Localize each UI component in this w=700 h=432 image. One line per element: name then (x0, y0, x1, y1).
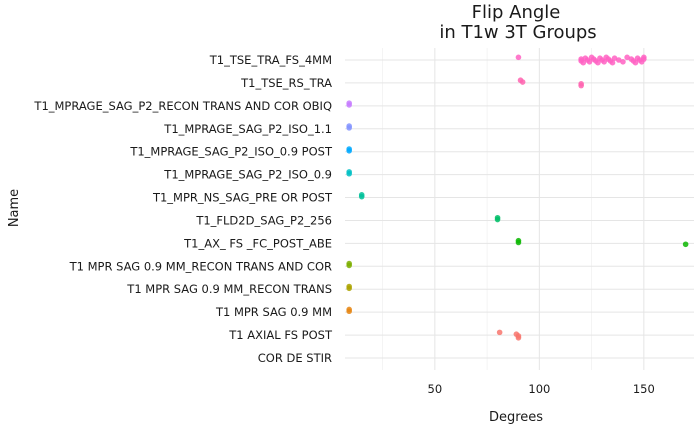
y-tick-label: T1_MPRAGE_SAG_P2_ISO_1.1 (163, 122, 332, 136)
data-point (682, 241, 689, 248)
y-tick-label: T1 AXIAL FS POST (228, 328, 333, 342)
data-point (624, 54, 630, 61)
data-point (609, 59, 616, 66)
y-axis-title: Name (7, 189, 22, 227)
data-point (346, 147, 352, 154)
data-point (496, 329, 503, 336)
data-point (580, 59, 587, 66)
data-point (519, 79, 526, 85)
y-tick-label: T1 MPR SAG 0.9 MM_RECON TRANS (126, 282, 332, 296)
data-marks (346, 54, 689, 341)
grid (345, 48, 694, 370)
data-point (515, 334, 522, 341)
chart-subtitle: in T1w 3T Groups (439, 22, 596, 43)
x-tick-label: 50 (428, 382, 443, 396)
data-point (578, 82, 584, 89)
x-tick-labels: 50 100 150 (428, 382, 655, 396)
y-tick-label: T1_MPRAGE_SAG_P2_RECON TRANS AND COR OBI… (33, 99, 332, 113)
data-point (620, 59, 626, 65)
data-point (515, 54, 522, 61)
data-point (346, 125, 352, 131)
y-tick-label: T1_MPRAGE_SAG_P2_ISO_0.9 POST (129, 145, 333, 159)
data-point (586, 59, 593, 65)
data-point (346, 262, 352, 269)
y-tick-label: T1 MPR SAG 0.9 MM_RECON TRANS AND COR (69, 259, 332, 273)
y-tick-label: T1_TSE_TRA_FS_4MM (209, 53, 332, 67)
chart-title: Flip Angle (472, 2, 561, 23)
data-point (601, 59, 607, 65)
data-point (346, 170, 352, 177)
y-tick-labels: T1_TSE_TRA_FS_4MM T1_TSE_RS_TRA T1_MPRAGE_… (33, 53, 333, 365)
y-tick-label: T1 MPR SAG 0.9 MM (215, 305, 332, 319)
data-point (615, 57, 622, 63)
data-point (346, 285, 352, 292)
x-tick-label: 150 (633, 382, 655, 396)
x-tick-label: 100 (528, 382, 550, 396)
data-point (611, 55, 618, 61)
data-point (632, 59, 639, 66)
data-point (515, 239, 522, 246)
data-point (346, 308, 352, 315)
data-point (595, 59, 601, 66)
y-tick-label: T1_MPRAGE_SAG_P2_ISO_0.9 (163, 168, 332, 182)
data-point (641, 56, 647, 62)
data-point (494, 216, 501, 223)
y-tick-label: T1_FLD2D_SAG_P2_256 (195, 213, 332, 227)
y-tick-label: T1_AX_ FS _FC_POST_ABE (183, 236, 332, 250)
x-axis-title: Degrees (489, 410, 543, 425)
data-point (358, 193, 365, 200)
y-tick-label: T1_MPR_NS_SAG_PRE OR POST (152, 191, 333, 205)
y-tick-label: T1_TSE_RS_TRA (240, 76, 332, 90)
data-point (346, 102, 352, 108)
y-tick-label: COR DE STIR (258, 351, 332, 365)
